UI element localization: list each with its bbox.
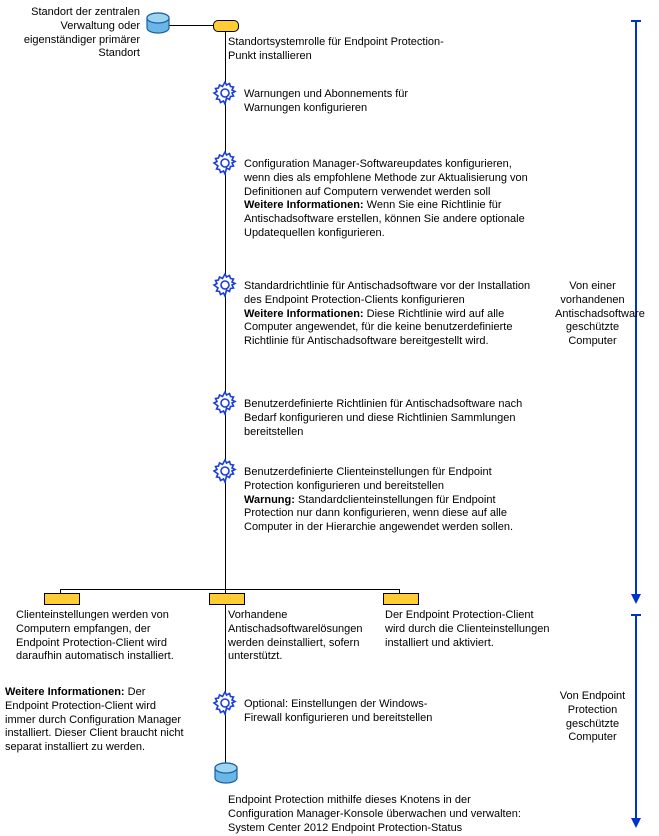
branch-left-info: Weitere Informationen: Der Endpoint Prot… — [5, 686, 185, 755]
branch-node-mid — [209, 593, 245, 605]
connector-branch — [60, 589, 400, 590]
step-3-text: Configuration Manager-Softwareupdates ko… — [244, 158, 539, 241]
bracket-tick — [631, 20, 641, 22]
info-label: Weitere Informationen: — [244, 199, 364, 211]
bracket-arrow — [631, 818, 641, 828]
step-4-text: Standardrichtlinie für Antischadsoftware… — [244, 280, 539, 349]
step-6-main: Benutzerdefinierte Clienteinstellungen f… — [244, 466, 492, 492]
step-1-text: Standortsystemrolle für Endpoint Protect… — [228, 36, 448, 64]
gear-icon — [212, 390, 238, 416]
gear-icon — [212, 150, 238, 176]
bracket-tick — [631, 614, 641, 616]
branch-left-text: Clienteinstellungen werden von Computern… — [16, 609, 181, 664]
branch-node-left — [44, 593, 80, 605]
final-text: Endpoint Protection mithilfe dieses Knot… — [228, 794, 538, 835]
step-2-text: Warnungen und Abonnements für Warnungen … — [244, 88, 464, 116]
branch-node-right — [383, 593, 419, 605]
gear-icon — [212, 80, 238, 106]
gear-icon — [212, 272, 238, 298]
step-4-main: Standardrichtlinie für Antischadsoftware… — [244, 280, 530, 306]
branch-right-text: Der Endpoint Protection-Client wird durc… — [385, 609, 555, 650]
info-label: Weitere Informationen: — [244, 308, 364, 320]
bracket-bottom — [635, 614, 637, 820]
info-label: Weitere Informationen: — [5, 686, 125, 698]
side-label-bottom: Von Endpoint Protection geschützte Compu… — [555, 690, 630, 745]
gear-icon — [212, 458, 238, 484]
step-6-text: Benutzerdefinierte Clienteinstellungen f… — [244, 466, 539, 535]
top-label: Standort der zentralen Verwaltung oder e… — [0, 6, 140, 61]
connector — [165, 25, 215, 26]
step-7-text: Optional: Einstellungen der Windows-Fire… — [244, 698, 464, 726]
warn-label: Warnung: — [244, 494, 295, 506]
flowchart-canvas: { "colors": { "gear_fill": "#ffffff", "g… — [0, 0, 659, 836]
gear-icon — [212, 690, 238, 716]
step-5-text: Benutzerdefinierte Richtlinien für Antis… — [244, 398, 539, 439]
bracket-arrow — [631, 594, 641, 604]
branch-mid-text: Vorhandene Antischadsoftwarelösungen wer… — [228, 609, 370, 664]
step-3-main: Configuration Manager-Softwareupdates ko… — [244, 158, 528, 198]
database-icon — [213, 762, 239, 789]
database-icon — [145, 12, 171, 39]
start-node — [213, 20, 239, 32]
side-label-top: Von einer vorhandenen Antischadsoftware … — [555, 280, 630, 349]
